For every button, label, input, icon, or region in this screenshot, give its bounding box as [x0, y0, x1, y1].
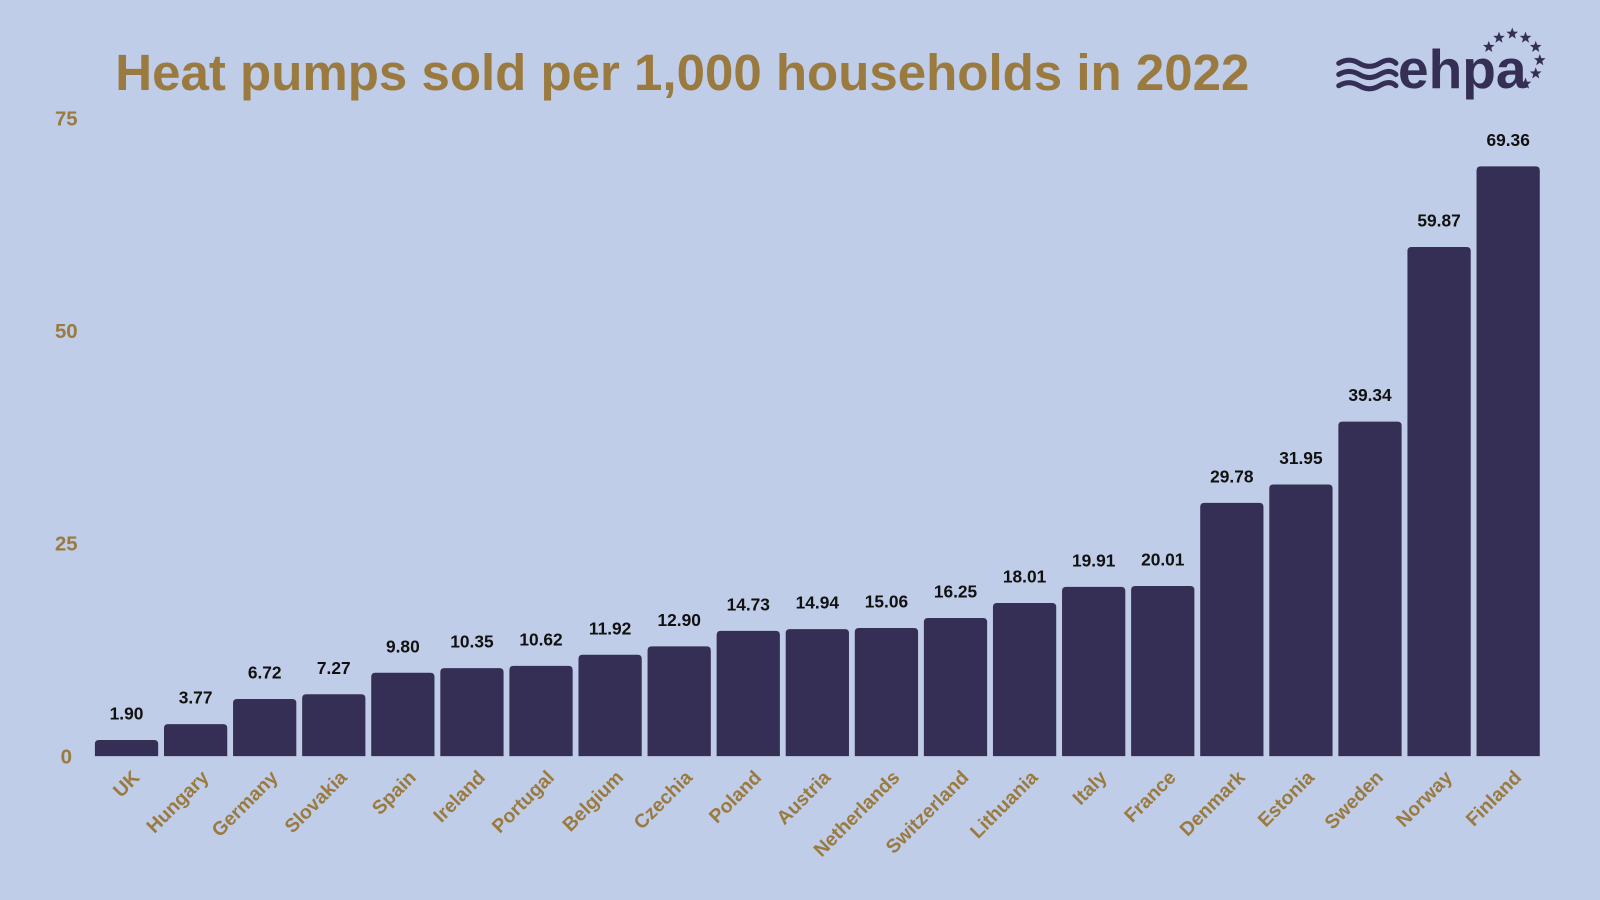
x-tick-label: Poland — [705, 767, 766, 828]
bar-norway — [1407, 247, 1471, 757]
value-label: 14.94 — [796, 593, 840, 613]
bar-slovakia — [302, 694, 366, 757]
waves-icon — [1336, 57, 1399, 92]
bar-switzerland — [923, 617, 988, 757]
value-label: 6.72 — [248, 663, 282, 683]
x-tick-label: Belgium — [558, 767, 628, 837]
value-label: 3.77 — [179, 688, 213, 708]
value-label: 14.73 — [727, 594, 771, 614]
value-label: 59.87 — [1417, 211, 1460, 231]
x-tick-label: Portugal — [488, 767, 559, 838]
bar-netherlands — [854, 628, 919, 757]
x-tick-label: France — [1120, 766, 1181, 827]
y-tick-label: 0 — [61, 746, 72, 768]
star-icon — [1529, 40, 1542, 52]
value-label: 7.27 — [317, 658, 351, 678]
bar-belgium — [578, 654, 642, 757]
star-icon — [1493, 31, 1505, 43]
value-label: 9.80 — [386, 636, 420, 656]
bar-germany — [233, 698, 297, 757]
y-tick-label: 75 — [55, 109, 78, 131]
bar-uk — [94, 739, 159, 757]
x-tick-label: Austria — [772, 766, 835, 829]
y-tick-label: 50 — [55, 321, 78, 343]
star-icon — [1533, 54, 1546, 66]
x-tick-label: Sweden — [1320, 767, 1387, 834]
bar-lithuania — [992, 602, 1057, 757]
x-tick-label: Italy — [1069, 766, 1112, 809]
bar-spain — [371, 672, 435, 757]
star-icon — [1519, 31, 1532, 43]
x-tick-label: Slovakia — [280, 766, 351, 837]
star-icon — [1519, 77, 1532, 89]
bar-austria — [785, 629, 849, 757]
bar-denmark — [1200, 502, 1264, 757]
value-label: 31.95 — [1279, 448, 1323, 468]
value-label: 29.78 — [1210, 466, 1254, 486]
bar-czechia — [647, 646, 711, 757]
x-tick-label: Estonia — [1254, 766, 1319, 831]
ehpa-logo: ehpa — [1336, 27, 1546, 100]
x-tick-label: Norway — [1392, 766, 1457, 831]
value-label: 12.90 — [657, 610, 700, 630]
bar-finland — [1476, 166, 1540, 757]
y-tick-label: 25 — [55, 534, 78, 556]
bar-ireland — [440, 668, 504, 757]
chart-title: Heat pumps sold per 1,000 households in … — [115, 44, 1249, 101]
value-label: 18.01 — [1003, 567, 1047, 587]
x-tick-label: Hungary — [142, 766, 213, 837]
bar-france — [1131, 585, 1195, 757]
bar-hungary — [163, 724, 228, 757]
logo-text: ehpa — [1398, 38, 1527, 100]
star-icon — [1529, 67, 1542, 79]
x-tick-label: Finland — [1462, 767, 1526, 831]
value-label: 20.01 — [1141, 550, 1185, 570]
value-label: 10.35 — [450, 632, 494, 652]
x-tick-label: Germany — [208, 766, 283, 841]
stars-icon — [1482, 27, 1546, 89]
bar-italy — [1062, 586, 1126, 757]
value-label: 10.62 — [519, 629, 562, 649]
value-label: 15.06 — [865, 592, 909, 612]
star-icon — [1506, 27, 1519, 39]
value-label: 39.34 — [1348, 385, 1392, 405]
bar-poland — [716, 630, 780, 757]
value-label: 16.25 — [934, 582, 978, 602]
x-tick-label: Ireland — [429, 767, 489, 827]
value-label: 19.91 — [1072, 550, 1116, 570]
x-tick-label: Lithuania — [966, 766, 1043, 843]
bar-portugal — [509, 665, 573, 757]
bar-sweden — [1338, 421, 1402, 757]
value-label: 1.90 — [110, 704, 144, 724]
star-icon — [1482, 40, 1495, 52]
x-tick-label: Czechia — [630, 766, 697, 833]
x-tick-label: Spain — [368, 767, 421, 820]
value-label: 11.92 — [589, 618, 631, 638]
x-tick-label: Denmark — [1175, 766, 1249, 840]
x-tick-label: UK — [109, 767, 144, 802]
value-label: 69.36 — [1486, 130, 1530, 150]
bar-estonia — [1269, 484, 1333, 757]
